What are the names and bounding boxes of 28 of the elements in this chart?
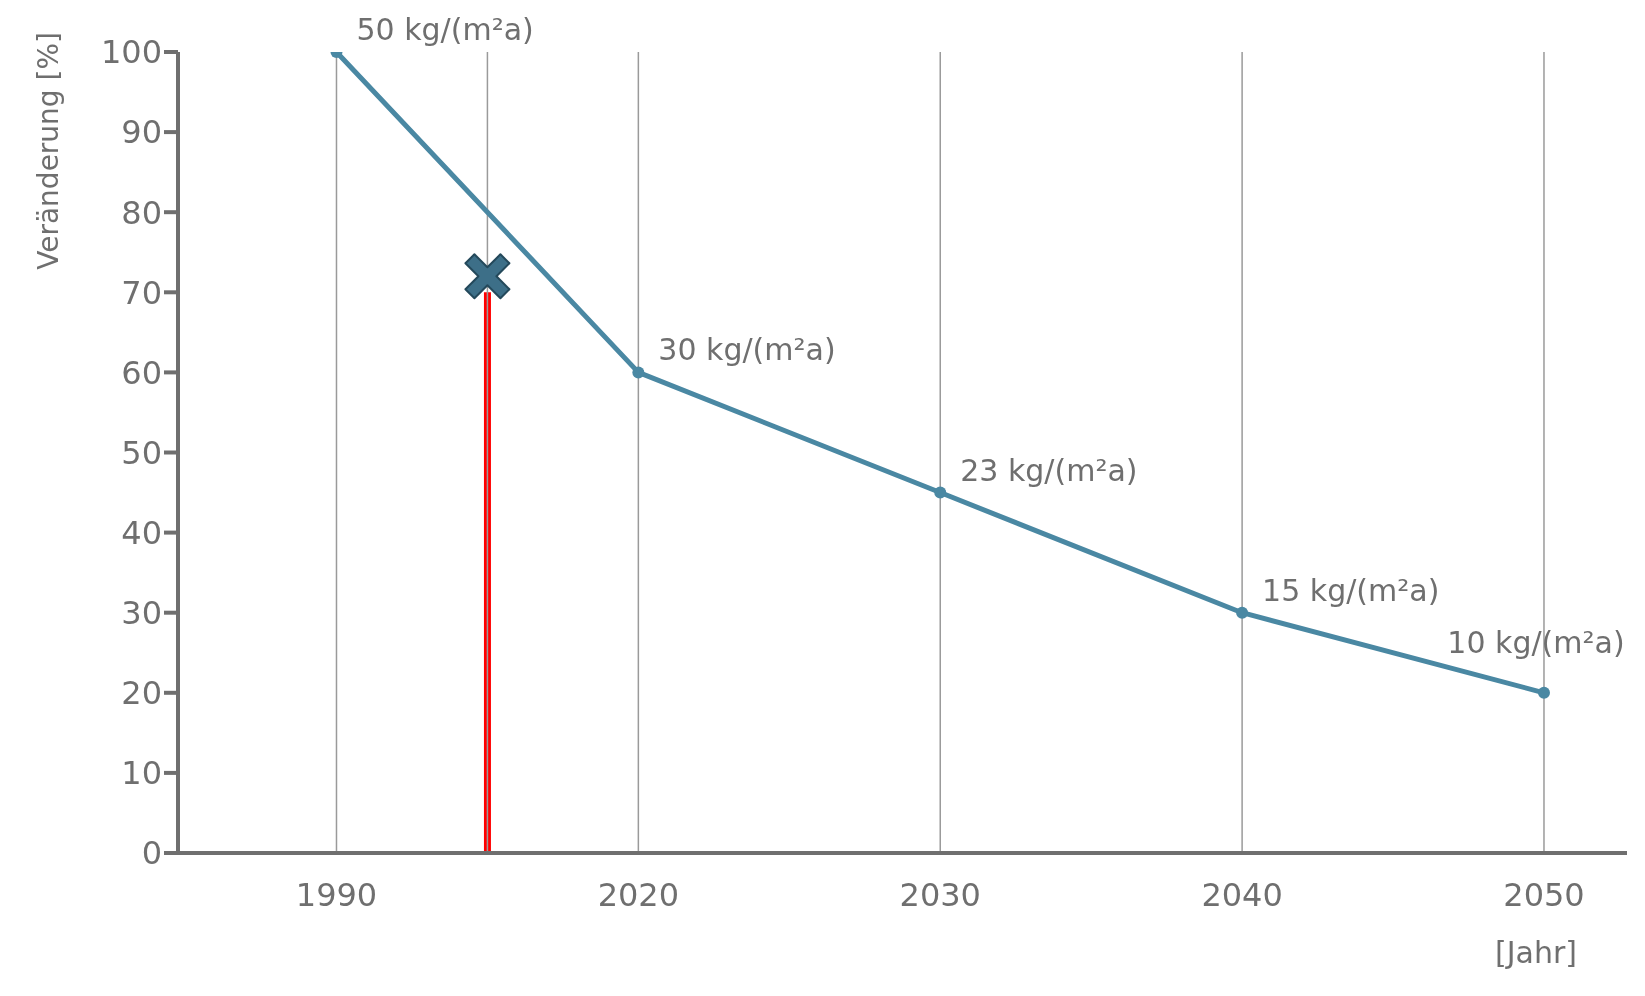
point [934,486,947,499]
x-tick-label: 2050 [1503,875,1585,914]
y-tick-label: 50 [121,433,162,472]
y-tick-label: 70 [121,273,162,312]
x-tick-label: 2020 [597,875,680,914]
annotation: 30 kg/(m²a) [658,332,836,368]
y-tick-label: 60 [121,353,162,392]
point [1236,606,1249,619]
y-tick-label: 80 [121,193,162,232]
point [1537,686,1550,699]
point [632,366,645,379]
x-tick-label: 2040 [1201,875,1283,914]
annotation: 10 kg/(m²a) [1447,624,1625,660]
y-tick-label: 40 [121,513,162,552]
y-tick-label: 20 [121,674,162,713]
x-axis-title: [Jahr] [1495,935,1577,970]
point [464,253,511,300]
y-axis-title: Veränderung [%] [32,32,65,270]
annotation: 23 kg/(m²a) [960,452,1138,488]
y-tick-label: 10 [121,754,162,793]
y-tick-label: 0 [141,834,162,873]
x-tick-label: 2030 [899,875,981,914]
y-tick-label: 90 [121,113,162,152]
x-tick-label: 1990 [295,875,378,914]
y-tick-label: 30 [121,594,162,633]
annotation: 15 kg/(m²a) [1262,572,1440,608]
annotation: 50 kg/(m²a) [356,12,534,47]
y-tick-label: 100 [100,33,162,72]
